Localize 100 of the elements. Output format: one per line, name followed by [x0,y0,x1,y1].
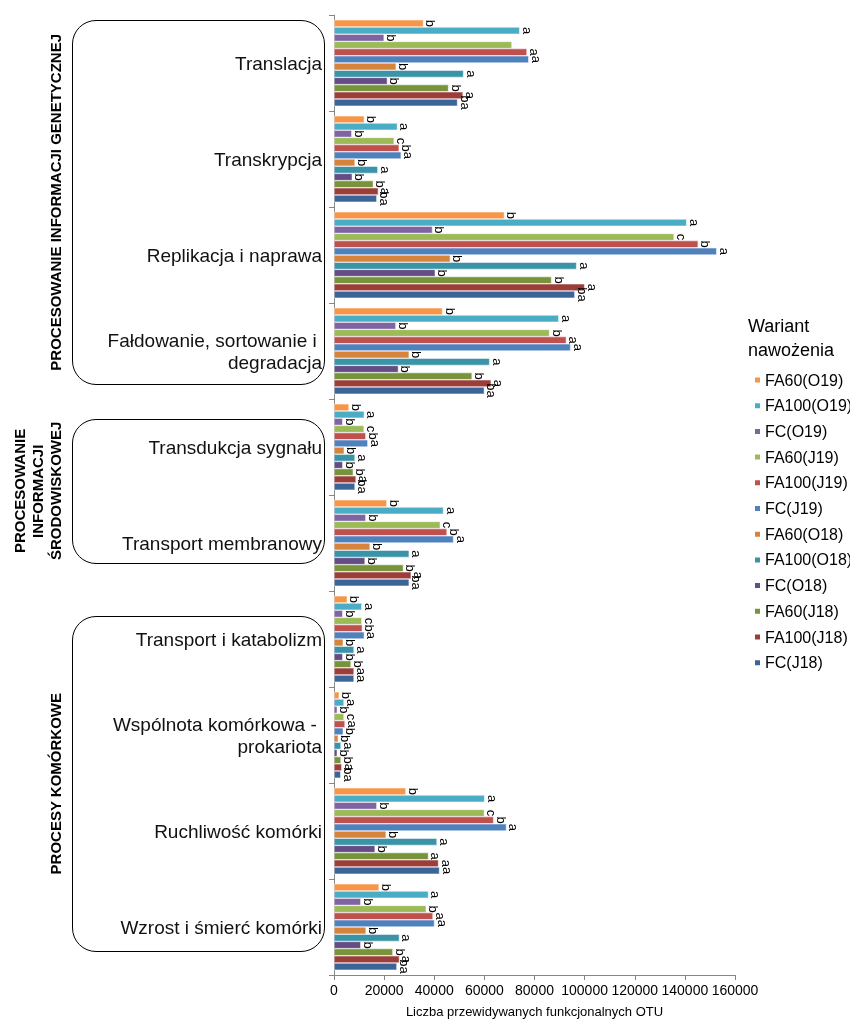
y-tick-label: Transport membranowy [122,532,323,554]
y-tick-label: Replikacja i naprawa [146,244,323,266]
legend-label: FA100(J18) [765,628,848,646]
data-label: b [386,499,402,508]
data-label: b [398,365,414,373]
data-label: a [433,912,448,921]
data-label: b [349,403,365,412]
data-label: b [447,528,463,536]
data-label: b [351,130,367,138]
data-label: b [342,461,358,469]
data-label: a [566,336,582,345]
x-tick-label: 60000 [464,982,505,998]
legend-label: FA100(J19) [765,474,848,492]
data-label: b [403,564,419,572]
data-label: b [423,19,439,28]
data-label: b [366,926,382,935]
data-label: b [504,211,520,220]
data-label: b [387,77,403,85]
y-tick-label: Fałdowanie, sortowanie i degradacja [107,329,323,373]
data-label: a [463,70,479,79]
y-tick-label: Ruchliwość komórki [154,820,322,842]
legend-label: FC(J18) [765,654,823,672]
x-tick-label: 20000 [364,982,404,998]
legend-label: FA60(O18) [765,525,844,543]
y-tick-label: Transport i katabolizm [135,628,322,650]
data-label: b [375,845,391,853]
data-label: a [519,26,535,35]
legend-label: FA60(J18) [765,602,839,620]
data-label: b [370,542,386,551]
data-label: c [344,713,360,721]
data-label: b [549,329,565,337]
data-label: b [409,350,425,359]
text: PROCESOWANIE INFORMACJI ŚRODOWISKOWEJ [11,421,65,563]
x-tick-label: 100000 [561,982,609,998]
data-label: a [355,454,371,463]
data-label: b [341,756,357,764]
data-label: a [558,314,574,323]
text: PROCESY KOMÓRKOWE [47,693,65,875]
data-label: a [570,343,586,352]
data-label: c [674,233,690,241]
x-axis-title: Liczba przewidywanych funkcjonalnych OTU [405,1004,664,1019]
legend-label: FC(O18) [765,577,828,595]
data-label: b [448,84,464,92]
data-label: a [443,506,459,515]
data-label: b [386,830,402,839]
data-label: a [506,823,522,832]
data-label: b [360,898,376,906]
data-label: a [364,410,380,419]
data-label: b [365,557,381,565]
data-label: b [405,787,421,796]
data-label: a [399,934,415,943]
data-label: b [395,322,411,330]
legend-title: Wariant nawożenia [748,316,836,360]
data-label: b [347,595,363,604]
data-label: c [361,617,377,625]
data-label: a [438,859,454,868]
data-label: b [392,948,408,956]
data-label: c [484,809,500,817]
data-label: b [551,276,567,284]
data-label: b [338,734,354,743]
data-label: a [434,919,450,928]
y-tick-label: Transkrypcja [213,148,323,170]
data-label: a [437,838,453,847]
data-label: b [698,240,714,248]
data-label: c [440,521,456,529]
x-tick-label: 40000 [414,982,454,998]
data-label: b [337,706,353,714]
legend-label: FC(O19) [765,422,828,440]
data-label: a [354,646,370,655]
data-label: a [484,794,500,803]
data-label: a [576,262,592,271]
text: PROCESOWANIE INFORMACJI GENETYCZNEJ [47,34,65,371]
x-tick-label: 140000 [661,982,709,998]
data-label: c [364,425,380,433]
data-label: a [716,247,732,256]
data-label: b [373,180,389,188]
y-tick-label: Translacja [235,52,323,74]
data-label: b [343,638,359,647]
data-label: b [376,802,392,810]
data-label: a [489,358,505,367]
legend-label: FA60(O19) [765,371,844,389]
data-label: b [337,749,353,757]
data-label: b [432,226,448,234]
x-tick-label: 80000 [515,982,555,998]
data-label: b [435,269,451,277]
data-label: a [341,742,357,751]
data-label: c [394,137,410,145]
data-label: b [365,514,381,522]
data-label: b [493,816,509,824]
data-label: b [360,941,376,949]
data-label: b [342,610,358,618]
data-label: a [409,550,425,559]
data-label: a [439,866,455,875]
data-label: b [384,34,400,42]
data-label: b [426,905,442,913]
data-label: a [397,122,413,131]
data-label: b [472,372,488,380]
data-label: a [361,602,377,611]
data-label: a [377,166,393,175]
data-label: b [352,173,368,181]
